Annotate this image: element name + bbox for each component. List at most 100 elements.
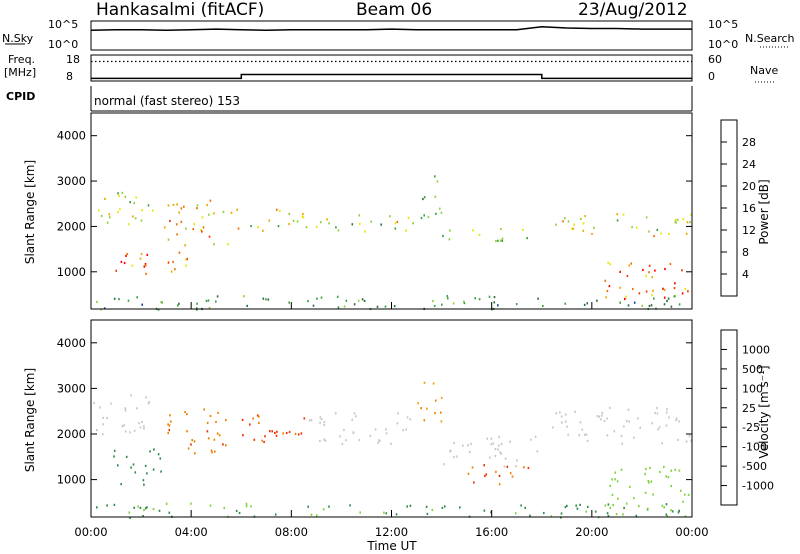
heatmap-cell: [143, 508, 145, 512]
heatmap-cell: [262, 229, 264, 232]
power-y-tick-label: 4000: [57, 129, 86, 143]
heatmap-cell: [119, 207, 121, 211]
heatmap-cell: [258, 421, 260, 424]
heatmap-cell: [157, 308, 160, 311]
heatmap-cell: [193, 222, 195, 226]
heatmap-cell: [455, 455, 458, 458]
heatmap-cell: [183, 205, 185, 208]
heatmap-cell: [217, 411, 219, 414]
heatmap-cell: [452, 302, 455, 305]
heatmap-cell: [623, 506, 625, 510]
heatmap-cell: [463, 300, 465, 303]
heatmap-cell: [662, 287, 664, 290]
heatmap-cell: [650, 480, 653, 483]
heatmap-cell: [564, 420, 567, 423]
heatmap-cell: [653, 297, 655, 300]
heatmap-cell: [148, 401, 150, 404]
heatmap-cell: [651, 294, 653, 297]
heatmap-cell: [310, 419, 313, 422]
heatmap-cell: [684, 287, 687, 291]
heatmap-cell: [143, 427, 145, 430]
heatmap-cell: [153, 448, 155, 451]
heatmap-cell: [245, 505, 248, 508]
heatmap-cell: [352, 431, 355, 435]
heatmap-cell: [300, 432, 303, 435]
heatmap-cell: [604, 504, 607, 507]
heatmap-cell: [504, 457, 507, 460]
heatmap-cell: [380, 223, 382, 226]
time-tick-label: 12:00: [375, 525, 408, 539]
heatmap-cell: [190, 502, 192, 505]
heatmap-cell: [237, 227, 240, 230]
heatmap-cell: [146, 253, 149, 256]
heatmap-cell: [633, 436, 635, 439]
velocity-y-label: Slant Range [km]: [23, 368, 37, 472]
heatmap-cell: [645, 468, 647, 471]
heatmap-cell: [665, 475, 667, 478]
heatmap-cell: [439, 207, 441, 210]
heatmap-cell: [435, 212, 437, 215]
colorbar-tick-label: -100: [742, 441, 767, 454]
heatmap-cell: [667, 476, 670, 479]
heatmap-cell: [606, 434, 609, 437]
heatmap-cell: [498, 474, 501, 477]
heatmap-cell: [420, 407, 422, 410]
heatmap-cell: [645, 216, 648, 219]
heatmap-cell: [147, 402, 150, 405]
heatmap-cell: [320, 221, 322, 224]
heatmap-cell: [524, 506, 526, 509]
heatmap-cell: [187, 447, 190, 450]
heatmap-cell: [406, 416, 409, 419]
heatmap-cell: [303, 417, 306, 420]
heatmap-cell: [515, 303, 518, 306]
heatmap-cell: [351, 223, 354, 226]
heatmap-cell: [185, 227, 187, 230]
nsky-series-line: [90, 26, 692, 32]
heatmap-cell: [579, 503, 581, 506]
heatmap-cell: [567, 433, 569, 436]
heatmap-cell: [186, 257, 188, 261]
heatmap-cell: [215, 420, 217, 423]
heatmap-cell: [264, 435, 266, 438]
heatmap-cell: [659, 470, 661, 474]
heatmap-cell: [555, 412, 558, 415]
heatmap-cell: [687, 493, 690, 496]
heatmap-cell: [243, 295, 245, 298]
heatmap-cell: [681, 292, 684, 295]
heatmap-cell: [168, 429, 171, 432]
heatmap-cell: [542, 304, 544, 308]
heatmap-cell: [385, 428, 387, 431]
heatmap-cell: [312, 304, 315, 307]
heatmap-cell: [159, 457, 162, 460]
heatmap-cell: [164, 226, 166, 229]
heatmap-cell: [527, 466, 530, 470]
heatmap-cell: [444, 505, 446, 508]
heatmap-cell: [193, 440, 196, 443]
heatmap-cell: [676, 417, 678, 420]
heatmap-cell: [605, 296, 607, 299]
colorbar-tick-label: 25: [742, 402, 756, 415]
heatmap-cell: [151, 209, 154, 212]
velocity-colorbar-label: Velocity [m s⁻¹]: [757, 365, 771, 458]
heatmap-cell: [276, 430, 278, 433]
heatmap-cell: [302, 213, 304, 216]
heatmap-cell: [363, 299, 366, 303]
heatmap-cell: [648, 264, 651, 267]
heatmap-cell: [167, 423, 169, 426]
colorbar-tick-label: 500: [742, 363, 763, 376]
heatmap-cell: [108, 213, 111, 216]
heatmap-cell: [673, 287, 676, 290]
heatmap-cell: [345, 299, 348, 302]
heatmap-cell: [320, 418, 323, 421]
heatmap-cell: [678, 420, 680, 423]
heatmap-cell: [674, 295, 676, 298]
heatmap-cell: [214, 450, 216, 453]
heatmap-cell: [395, 513, 398, 516]
heatmap-cell: [677, 438, 679, 441]
heatmap-cell: [288, 301, 290, 304]
heatmap-cell: [186, 412, 188, 416]
heatmap-cell: [106, 417, 108, 420]
heatmap-cell: [625, 502, 628, 505]
heatmap-cell: [483, 464, 485, 467]
heatmap-cell: [611, 478, 613, 481]
